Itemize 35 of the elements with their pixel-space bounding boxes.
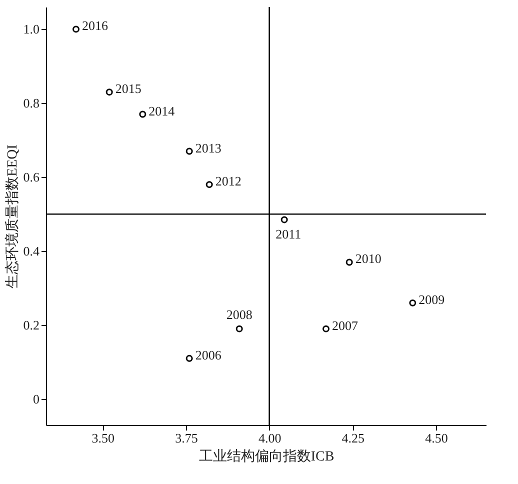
y-axis-title: 生态环境质量指数EEQI [4,144,20,288]
point [72,26,80,33]
y-tick-label: 0 [33,392,40,407]
point [106,88,113,96]
annotation: 2016 [82,18,108,34]
annotation: 2015 [115,81,142,96]
point [322,325,330,332]
x-tick-label: 4.00 [258,430,282,446]
annotation: 2013 [195,140,222,156]
y-tick-label: 0.8 [23,96,40,111]
x-tick-label: 3.50 [92,430,115,446]
x-tick-label: 4.25 [342,430,365,446]
point [186,148,193,155]
y-tick-label: 0.4 [23,244,40,259]
point [236,325,243,332]
x-axis-title: 工业结构偏向指数ICB [198,448,334,464]
x-tick-label: 3.75 [175,430,198,446]
annotation: 2006 [195,347,222,362]
point [280,216,288,224]
annotation: 2011 [276,226,302,242]
point [206,181,213,188]
annotation: 2012 [215,174,242,189]
annotation: 2014 [148,103,176,118]
annotation: 2007 [332,318,358,333]
point [139,110,146,118]
annotation: 2008 [226,306,252,322]
annotation: 2009 [418,292,445,307]
y-tick-label: 1.0 [23,22,40,37]
point [409,299,416,306]
y-tick-label: 0.2 [23,318,40,333]
y-tick-label: 0.6 [23,170,40,185]
point [346,258,353,266]
x-tick-label: 4.50 [425,430,448,446]
annotation: 2010 [355,251,382,266]
point [186,354,193,362]
